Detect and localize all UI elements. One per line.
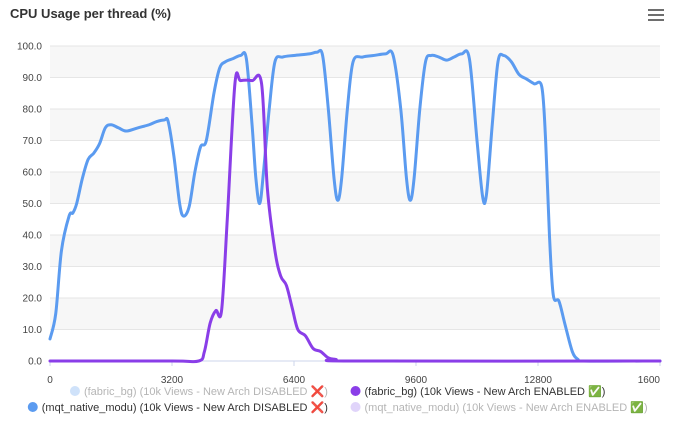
x-tick-label: 0 xyxy=(47,375,53,386)
plot-band xyxy=(50,109,660,141)
y-tick-label: 20.0 xyxy=(23,294,43,305)
y-tick-label: 100.0 xyxy=(17,42,42,53)
legend-item: (fabric_bg) (10k Views - New Arch ENABLE… xyxy=(350,385,606,398)
x-tick-label: 1600 xyxy=(638,375,661,386)
y-tick-label: 50.0 xyxy=(23,199,43,210)
x-tick-label: 6400 xyxy=(283,375,306,386)
series-line-2 xyxy=(48,48,662,363)
legend-marker xyxy=(350,402,361,412)
y-tick-label: 10.0 xyxy=(23,325,43,336)
y-tick-label: 40.0 xyxy=(23,231,43,242)
x-tick-label: 9600 xyxy=(405,375,428,386)
plot-band xyxy=(50,298,660,330)
legend-item: (mqt_native_modu) (10k Views - New Arch … xyxy=(350,401,648,414)
plot-band xyxy=(50,235,660,267)
x-axis-ticks: 0 3200 6400 9600 12800 1600 xyxy=(47,360,661,386)
plot-band xyxy=(50,172,660,204)
legend-label: (mqt_native_modu) (10k Views - New Arch … xyxy=(365,401,648,414)
legend-label: (fabric_bg) (10k Views - New Arch DISABL… xyxy=(84,385,328,398)
y-axis-ticks: 0.0 10.0 20.0 30.0 40.0 50.0 60.0 70.0 80.0 90.0 1… xyxy=(17,42,42,368)
legend: (fabric_bg) (10k Views - New Arch DISABL… xyxy=(27,385,648,414)
legend-item: (fabric_bg) (10k Views - New Arch DISABL… xyxy=(69,385,328,398)
y-tick-label: 30.0 xyxy=(23,262,43,273)
plot-band xyxy=(50,46,660,78)
legend-marker xyxy=(27,402,38,412)
hamburger-menu-icon[interactable] xyxy=(646,6,666,24)
y-tick-label: 90.0 xyxy=(23,73,43,84)
legend-label: (fabric_bg) (10k Views - New Arch ENABLE… xyxy=(365,385,606,398)
legend-marker xyxy=(69,386,80,396)
legend-item: (mqt_native_modu) (10k Views - New Arch … xyxy=(27,401,328,414)
plot-bands xyxy=(50,46,660,330)
chart-title: CPU Usage per thread (%) xyxy=(10,6,172,21)
series-line-1 xyxy=(48,71,662,364)
x-tick-label: 3200 xyxy=(161,375,184,386)
series-lines xyxy=(48,48,662,364)
grid-lines xyxy=(50,45,660,362)
y-tick-label: 0.0 xyxy=(28,357,42,368)
y-tick-label: 80.0 xyxy=(23,105,43,116)
y-tick-label: 70.0 xyxy=(23,136,43,147)
x-tick-label: 12800 xyxy=(524,375,552,386)
legend-marker xyxy=(350,386,361,396)
y-tick-label: 60.0 xyxy=(23,168,43,179)
legend-label: (mqt_native_modu) (10k Views - New Arch … xyxy=(42,401,328,414)
